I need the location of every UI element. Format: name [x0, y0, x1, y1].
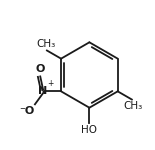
Text: HO: HO — [81, 125, 97, 135]
Text: CH₃: CH₃ — [123, 101, 142, 111]
Text: N: N — [38, 86, 48, 96]
Text: ⁻O: ⁻O — [19, 106, 34, 116]
Text: CH₃: CH₃ — [37, 39, 56, 49]
Text: +: + — [47, 79, 53, 88]
Text: O: O — [35, 64, 45, 74]
